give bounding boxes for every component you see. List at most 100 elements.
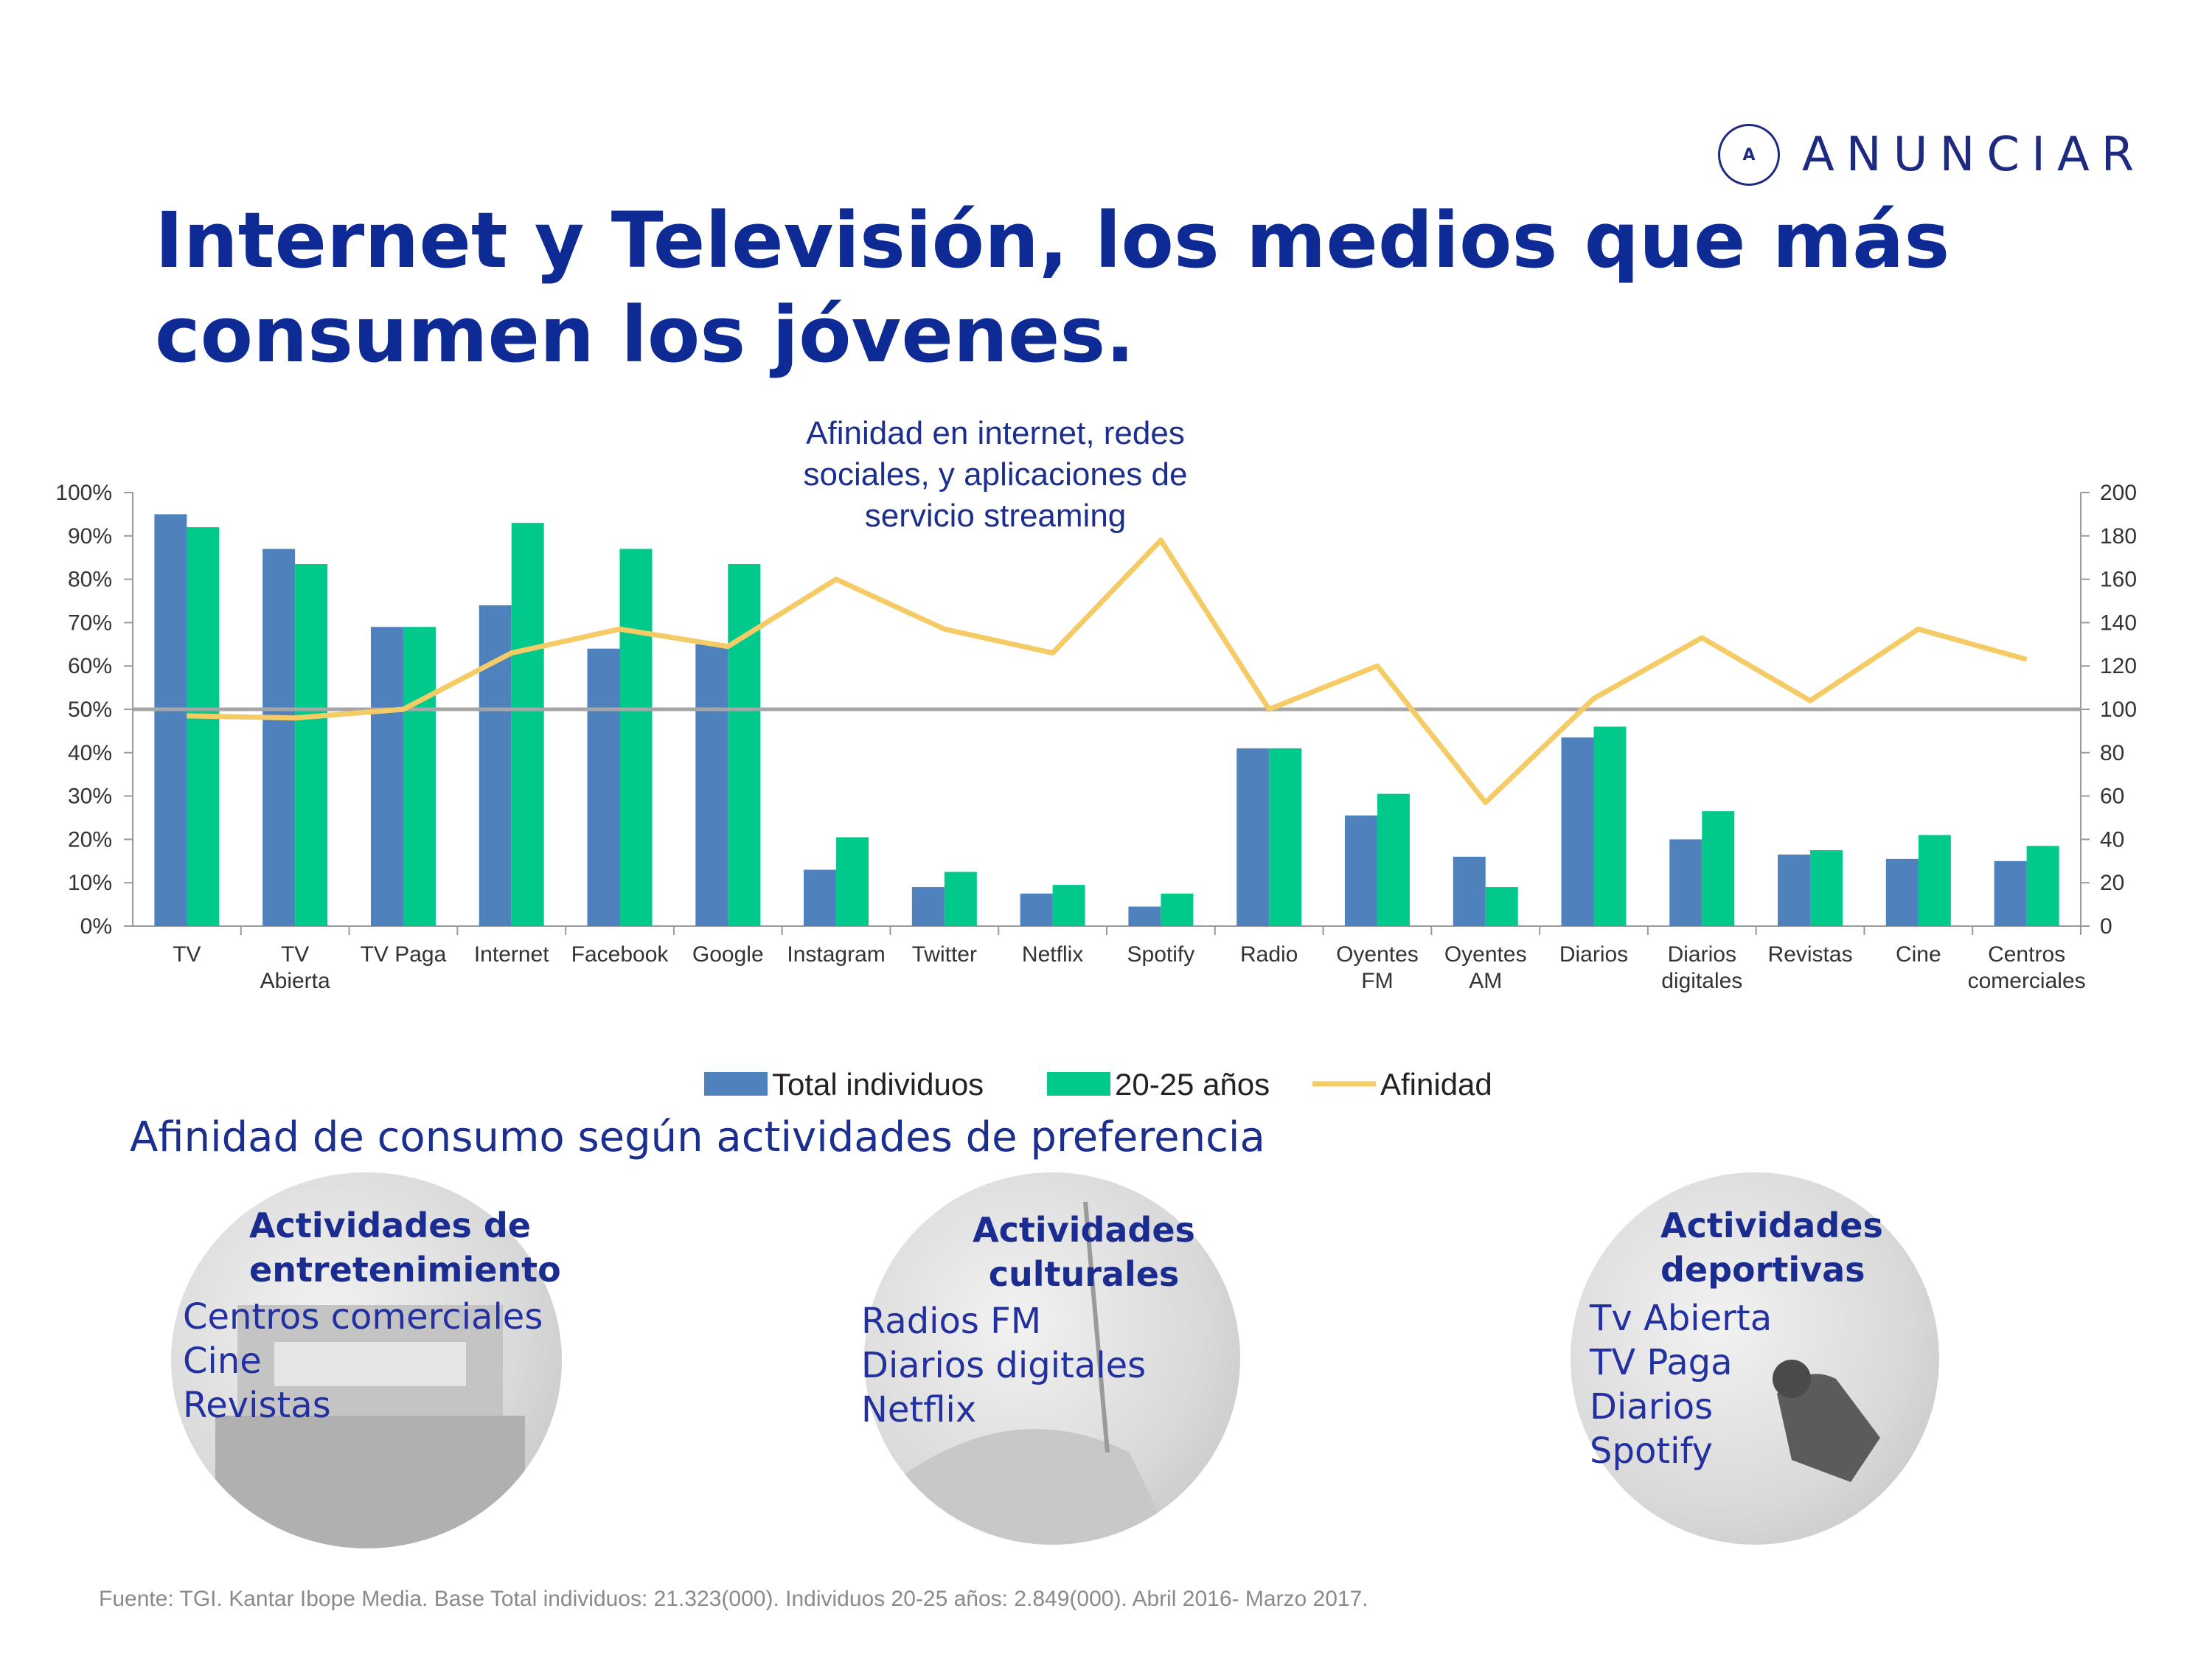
chart-x-labels: TV TV Abierta TV Paga Internet Facebook Google… [173,942,2085,993]
list-item: TV Paga [1590,1342,1733,1383]
bar-age-20-25 [1702,811,1735,926]
annotation-text: Afinidad en internet, redes sociales, y a… [804,415,1188,534]
brand-name: ANUNCIAR [1802,128,2146,182]
x-tick-label: TV [173,942,201,967]
activity-heading: Actividades culturales [973,1210,1195,1294]
x-tick-label: Oyentes FM [1336,942,1419,993]
legend-label: Afinidad [1380,1067,1492,1102]
chart-axes: 0% 10% 20% 30% 40% 50% 60% 70% 80% 90% 100% 0 20 40 60… [55,481,2137,939]
activity-circle-sports [1571,1172,1939,1545]
y-right-tick-label: 40 [2100,827,2124,852]
x-tick-label: Revistas [1768,942,1853,967]
bar-age-20-25 [1810,850,1843,926]
y-right-tick-label: 160 [2100,568,2137,592]
y-right-tick-label: 100 [2100,698,2137,722]
bar-age-20-25 [1918,835,1951,926]
theater-marquee-image [215,1305,525,1548]
bar-total [1561,737,1594,926]
y-right-tick-label: 120 [2100,654,2137,678]
chart-legend: Total individuos 20-25 años Afinidad [704,1067,1492,1102]
bar-age-20-25 [295,564,328,926]
y-left-tick-label: 60% [68,654,112,678]
bar-total [1778,854,1811,926]
y-left-tick-label: 30% [68,785,112,809]
bar-age-20-25 [1269,748,1302,926]
chart-affinity-line [133,538,2081,805]
x-tick-label: Twitter [912,942,977,967]
bar-total [1128,906,1161,926]
y-right-tick-label: 20 [2100,871,2124,895]
page-title: Internet y Televisión, los medios que má… [155,195,1950,380]
y-left-tick-label: 80% [68,568,112,592]
list-item: Spotify [1590,1430,1713,1472]
bar-total [1669,839,1703,926]
list-item: Diarios [1590,1386,1714,1427]
y-right-tick-label: 200 [2100,481,2137,505]
list-item: Netflix [861,1389,977,1430]
bar-total [587,648,620,926]
y-left-tick-label: 70% [68,611,112,635]
x-tick-label: Diarios digitales [1661,942,1742,993]
chart-annotation: Afinidad en internet, redes sociales, y a… [804,415,1188,534]
bar-total [370,627,403,926]
bar-age-20-25 [836,837,869,926]
bar-age-20-25 [1593,726,1627,926]
list-item: Cine [183,1340,262,1382]
list-item: Revistas [183,1385,331,1426]
bar-total [1994,860,2027,926]
x-tick-label: Internet [474,942,549,967]
legend-label: 20-25 años [1115,1067,1270,1102]
activity-heading: Actividades de entretenimiento [249,1206,561,1290]
section-title: Afinidad de consumo según actividades de… [130,1113,1265,1161]
y-left-tick-label: 100% [55,481,112,505]
bar-age-20-25 [944,872,977,926]
x-tick-label: TV Paga [361,942,447,967]
y-right-tick-label: 60 [2100,785,2124,809]
bar-age-20-25 [2026,846,2059,926]
writing-hand-image [894,1201,1174,1545]
list-item: Centros comerciales [183,1296,543,1338]
bar-total [1344,815,1377,926]
legend-swatch [1047,1072,1110,1096]
bar-age-20-25 [1161,893,1194,926]
x-tick-label: Oyentes AM [1444,942,1527,993]
activity-circle-entertainment [171,1172,562,1548]
bar-total [1453,856,1486,926]
y-left-tick-label: 0% [80,914,112,939]
x-tick-label: Diarios [1559,942,1628,967]
bar-total [1237,748,1270,926]
y-right-tick-label: 0 [2100,914,2112,939]
x-tick-label: Instagram [787,942,885,967]
y-left-tick-label: 90% [68,524,112,549]
bar-age-20-25 [1377,793,1410,926]
activity-circle-cultural [864,1172,1240,1545]
bar-age-20-25 [619,549,653,926]
activity-heading: Actividades deportivas [1660,1206,1883,1290]
chart-bars [154,514,2059,926]
x-tick-label: Google [692,942,764,967]
bar-total [262,549,296,926]
bar-age-20-25 [728,564,761,926]
bar-age-20-25 [1485,887,1518,926]
y-left-tick-label: 20% [68,827,112,852]
x-tick-label: Cine [1896,942,1941,967]
x-tick-label: Netflix [1022,942,1083,967]
activity-list: Radios FM Diarios digitales Netflix [861,1299,1146,1432]
legend-swatch [704,1072,768,1096]
list-item: Diarios digitales [861,1345,1147,1386]
x-tick-label: Facebook [571,942,669,967]
logo-mark-icon: A [1718,124,1780,186]
x-tick-label: Radio [1240,942,1298,967]
source-note: Fuente: TGI. Kantar Ibope Media. Base To… [99,1587,1368,1611]
bar-age-20-25 [511,523,544,926]
bar-total [804,869,837,926]
bar-total [154,514,187,926]
bar-total [695,644,728,926]
bar-total [911,887,945,926]
brand-logo: A ANUNCIAR [1718,118,2146,192]
x-tick-label: Spotify [1127,942,1195,967]
bar-age-20-25 [1052,885,1085,926]
skier-image [1773,1360,1880,1482]
affinity-line [187,538,2028,805]
